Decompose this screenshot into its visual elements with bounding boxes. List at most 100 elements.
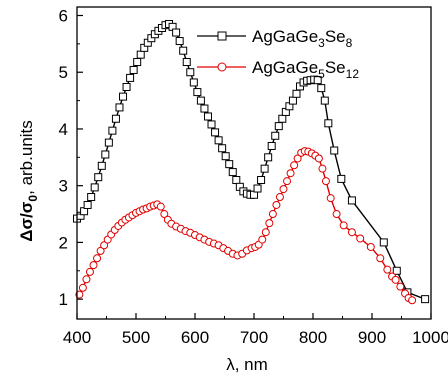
plot-frame [76, 6, 432, 320]
y-tick-label: 5 [59, 63, 68, 82]
legend-label-1-sub1: 3 [318, 36, 325, 50]
data-point-square [87, 193, 96, 202]
data-point-square [253, 184, 262, 193]
data-point-square [292, 89, 301, 98]
legend-label-2-sub2: 12 [346, 67, 360, 81]
y-axis-label-sub: 0 [26, 195, 40, 202]
data-point-square [221, 152, 230, 161]
data-point-square [133, 58, 142, 67]
data-point-square [111, 114, 120, 123]
legend-marker-1 [217, 31, 227, 41]
data-point-circle [258, 235, 267, 244]
data-point-circle [356, 234, 365, 243]
data-point-circle [339, 221, 348, 230]
legend-entry-2: AgGaGe5Se12 [197, 58, 359, 81]
data-point-square [97, 161, 106, 170]
x-tick-label: 400 [63, 328, 91, 347]
data-point-square [267, 141, 276, 150]
data-point-square [260, 164, 269, 173]
data-point-circle [89, 261, 98, 270]
y-tick-label: 4 [59, 120, 68, 139]
legend-label-1-part1: AgGaGe [252, 27, 318, 46]
data-point-square [122, 82, 131, 91]
data-point-square [421, 295, 430, 304]
legend-label-2-sub1: 5 [318, 67, 325, 81]
data-point-square [179, 46, 188, 55]
data-point-square [257, 176, 266, 185]
data-point-circle [332, 210, 341, 219]
data-point-circle [275, 193, 284, 202]
series-line-2 [78, 150, 413, 301]
data-point-circle [326, 194, 335, 203]
data-point-square [278, 114, 287, 123]
x-tick-label: 600 [181, 328, 209, 347]
data-point-circle [268, 210, 277, 219]
data-point-square [108, 126, 117, 135]
data-point-square [228, 168, 237, 177]
data-point-square [264, 153, 273, 162]
data-point-circle [383, 265, 392, 274]
y-tick-label: 6 [59, 7, 68, 26]
y-tick-label: 3 [59, 177, 68, 196]
y-tick-label: 1 [59, 290, 68, 309]
data-point-square [119, 92, 128, 101]
data-point-circle [78, 283, 87, 292]
data-point-square [175, 37, 184, 46]
data-point-square [193, 88, 202, 97]
data-point-square [136, 50, 145, 59]
legend-entry-1: AgGaGe3Se8 [197, 27, 353, 50]
data-point-square [196, 96, 205, 105]
legend: AgGaGe3Se8 AgGaGe5Se12 [197, 27, 359, 81]
data-point-square [189, 78, 198, 87]
data-point-circle [82, 275, 91, 284]
data-point-square [104, 138, 113, 147]
data-point-circle [93, 254, 102, 263]
data-point-circle [318, 164, 327, 173]
axes [76, 6, 432, 320]
y-tick-label: 2 [59, 233, 68, 252]
data-point-square [317, 84, 326, 93]
data-point-circle [100, 241, 109, 250]
data-point-circle [366, 242, 375, 251]
y-axis-label: Δσ/σ0, arb.units [17, 120, 40, 242]
data-point-circle [265, 219, 274, 228]
data-point-circle [286, 169, 295, 178]
data-point-circle [290, 161, 299, 170]
data-point-square [347, 196, 356, 205]
data-point-square [225, 160, 234, 169]
legend-label-2-part1: AgGaGe [252, 58, 318, 77]
data-point-square [379, 238, 388, 247]
data-point-square [330, 146, 339, 155]
data-point-circle [391, 275, 400, 284]
data-point-square [274, 122, 283, 131]
data-point-square [126, 73, 135, 82]
x-tick-label: 800 [299, 328, 327, 347]
data-point-square [200, 104, 209, 113]
x-tick-label: 700 [240, 328, 268, 347]
data-point-circle [283, 177, 292, 186]
data-point-square [288, 96, 297, 105]
data-point-circle [96, 246, 105, 255]
y-axis-label-rest: , arb.units [17, 120, 36, 195]
data-point-square [214, 136, 223, 145]
data-point-circle [160, 210, 169, 219]
data-point-circle [408, 296, 417, 305]
data-point-circle [347, 228, 356, 237]
data-point-square [271, 131, 280, 140]
data-point-square [324, 119, 333, 128]
legend-marker-2 [217, 62, 227, 72]
data-point-circle [293, 154, 302, 163]
data-point-square [115, 103, 124, 112]
data-point-square [207, 120, 216, 129]
data-point-circle [376, 254, 385, 263]
legend-label-1-part2: Se [325, 27, 346, 46]
data-point-square [203, 112, 212, 121]
data-point-circle [314, 154, 323, 163]
x-axis-label: λ, nm [226, 355, 268, 374]
data-point-circle [396, 282, 405, 291]
data-point-square [392, 266, 401, 275]
data-point-square [129, 65, 138, 74]
data-point-circle [272, 200, 281, 209]
